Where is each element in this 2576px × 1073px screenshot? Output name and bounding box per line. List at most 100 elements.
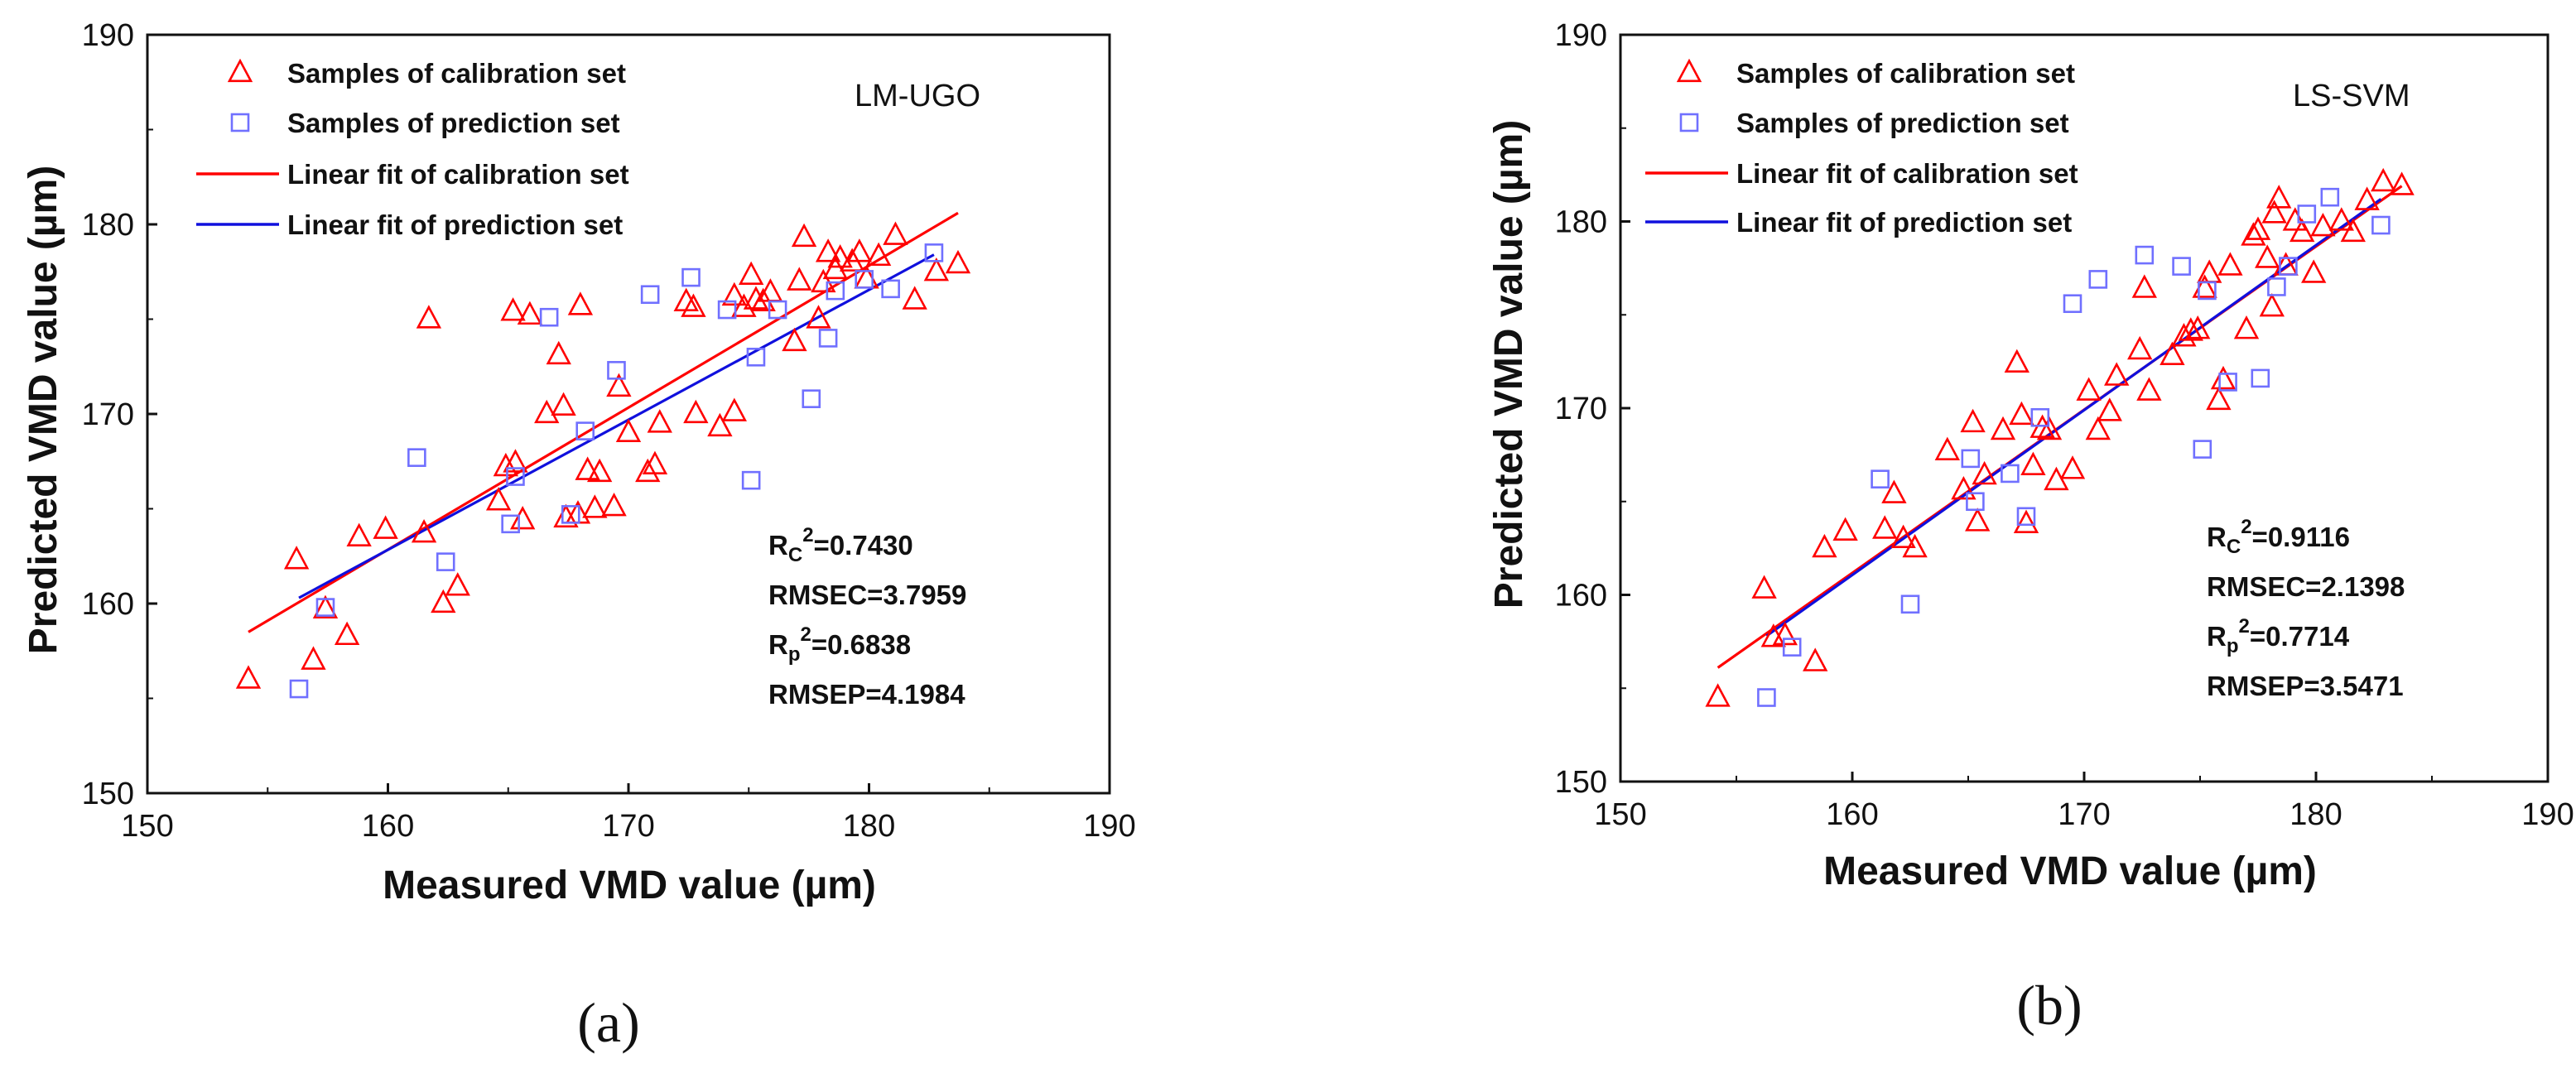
calibration-point — [2219, 254, 2241, 274]
x-tick-label: 190 — [1083, 809, 1135, 844]
calibration-point — [2264, 202, 2285, 222]
calibration-point — [709, 416, 730, 435]
calibration-point — [2138, 379, 2160, 399]
prediction-point — [541, 309, 557, 325]
panel-a-model-label: LM-UGO — [855, 79, 980, 113]
prediction-point — [2174, 258, 2190, 275]
prediction-point — [1784, 639, 1800, 656]
calibration-point — [286, 548, 307, 568]
panel-a-y-axis-title: Predicted VMD value (µm) — [22, 166, 65, 654]
calibration-point — [2087, 419, 2109, 439]
prediction-point — [2090, 271, 2107, 287]
prediction-point — [2252, 370, 2269, 387]
x-tick-label: 180 — [843, 809, 895, 844]
calibration-point — [2236, 318, 2257, 338]
calibration-point — [793, 226, 815, 246]
legend-prediction-marker — [1681, 114, 1697, 131]
y-tick-label: 150 — [82, 777, 134, 811]
calibration-point — [2261, 296, 2283, 315]
prediction-point — [2268, 278, 2285, 295]
panel-a-stats: RC2=0.7430 RMSEC=3.7959 Rp2=0.6838 RMSEP… — [768, 524, 966, 710]
prediction-fit-line — [1766, 199, 2381, 636]
x-tick-label: 170 — [602, 809, 654, 844]
legend-prediction-samples: Samples of prediction set — [1736, 108, 2069, 138]
calibration-point — [685, 402, 706, 421]
panel-a-label: (a) — [577, 991, 639, 1054]
calibration-point — [947, 253, 969, 272]
calibration-point — [2208, 388, 2229, 408]
figure: 150 160 170 180 190 150 160 170 180 190 Samples o… — [0, 0, 2576, 1073]
x-tick-label: 170 — [2058, 797, 2110, 832]
calibration-point — [604, 495, 625, 515]
calibration-point — [649, 411, 671, 431]
calibration-point — [2022, 454, 2044, 474]
stat-rmsep: RMSEP=3.5471 — [2207, 671, 2404, 701]
calibration-point — [1937, 439, 1958, 459]
prediction-point — [2372, 217, 2389, 233]
stat-rmsec: RMSEC=2.1398 — [2207, 571, 2405, 602]
y-tick-label: 160 — [82, 587, 134, 622]
calibration-point — [2194, 277, 2216, 296]
calibration-point — [2078, 379, 2100, 399]
calibration-point — [1874, 517, 1895, 537]
prediction-point — [437, 554, 454, 570]
calibration-point — [1813, 536, 1835, 556]
stat-rmsec: RMSEC=3.7959 — [768, 580, 966, 610]
calibration-point — [2006, 351, 2028, 371]
calibration-point — [2268, 187, 2290, 207]
calibration-point — [1835, 519, 1856, 539]
calibration-point — [302, 648, 324, 668]
prediction-point — [683, 269, 700, 286]
legend-prediction-samples: Samples of prediction set — [287, 108, 620, 138]
panel-a-legend: Samples of calibration set Samples of pr… — [287, 58, 629, 240]
stat-r2-prediction: Rp2=0.6838 — [768, 623, 911, 666]
prediction-point — [291, 681, 307, 697]
calibration-point — [1967, 510, 1988, 530]
legend-calibration-samples: Samples of calibration set — [287, 58, 626, 89]
calibration-point — [724, 400, 745, 420]
calibration-point — [926, 260, 947, 280]
legend-calibration-marker — [1678, 60, 1700, 80]
calibration-point — [2198, 262, 2220, 281]
stat-r2-prediction: Rp2=0.7714 — [2207, 615, 2350, 657]
x-tick-label: 160 — [362, 809, 414, 844]
panel-a-plot-area: 150 160 170 180 190 150 160 170 180 190 — [82, 18, 1136, 844]
prediction-point — [1758, 690, 1774, 706]
y-tick-label: 170 — [1555, 392, 1607, 426]
y-tick-label: 170 — [82, 397, 134, 432]
calibration-point — [375, 517, 397, 537]
calibration-point — [788, 269, 810, 289]
calibration-point — [2212, 368, 2234, 388]
prediction-point — [2322, 189, 2338, 205]
calibration-point — [1707, 686, 1729, 705]
y-tick-label: 180 — [82, 208, 134, 243]
legend-calibration-fit: Linear fit of calibration set — [287, 159, 629, 190]
y-tick-label: 150 — [1555, 765, 1607, 800]
prediction-point — [2064, 296, 2081, 312]
calibration-point — [584, 497, 605, 517]
y-tick-label: 180 — [1555, 205, 1607, 240]
calibration-point — [637, 460, 658, 480]
calibration-point — [553, 394, 575, 414]
prediction-point — [1872, 471, 1889, 488]
prediction-point — [1967, 493, 1983, 510]
calibration-point — [1962, 411, 1984, 431]
calibration-point — [349, 525, 370, 545]
calibration-point — [1883, 482, 1904, 502]
calibration-point — [238, 667, 259, 687]
plot-frame — [147, 35, 1110, 793]
panel-b-plot-area: 150 160 170 180 190 150 160 170 180 190 — [1555, 18, 2574, 832]
calibration-point — [488, 489, 509, 509]
panel-b-label: (b) — [2016, 974, 2082, 1037]
prediction-point — [803, 391, 820, 407]
calibration-point — [447, 575, 469, 594]
prediction-point — [820, 330, 836, 346]
prediction-point — [408, 450, 425, 466]
legend-calibration-marker — [229, 60, 251, 80]
calibration-point — [2062, 458, 2083, 478]
panel-b-chart: 150 160 170 180 190150160170180190 Samples o… — [1487, 18, 2574, 1037]
panel-b-y-axis-title: Predicted VMD value (µm) — [1487, 120, 1531, 609]
calibration-point — [2099, 400, 2121, 420]
calibration-point — [904, 288, 926, 308]
y-tick-label: 190 — [82, 18, 134, 53]
